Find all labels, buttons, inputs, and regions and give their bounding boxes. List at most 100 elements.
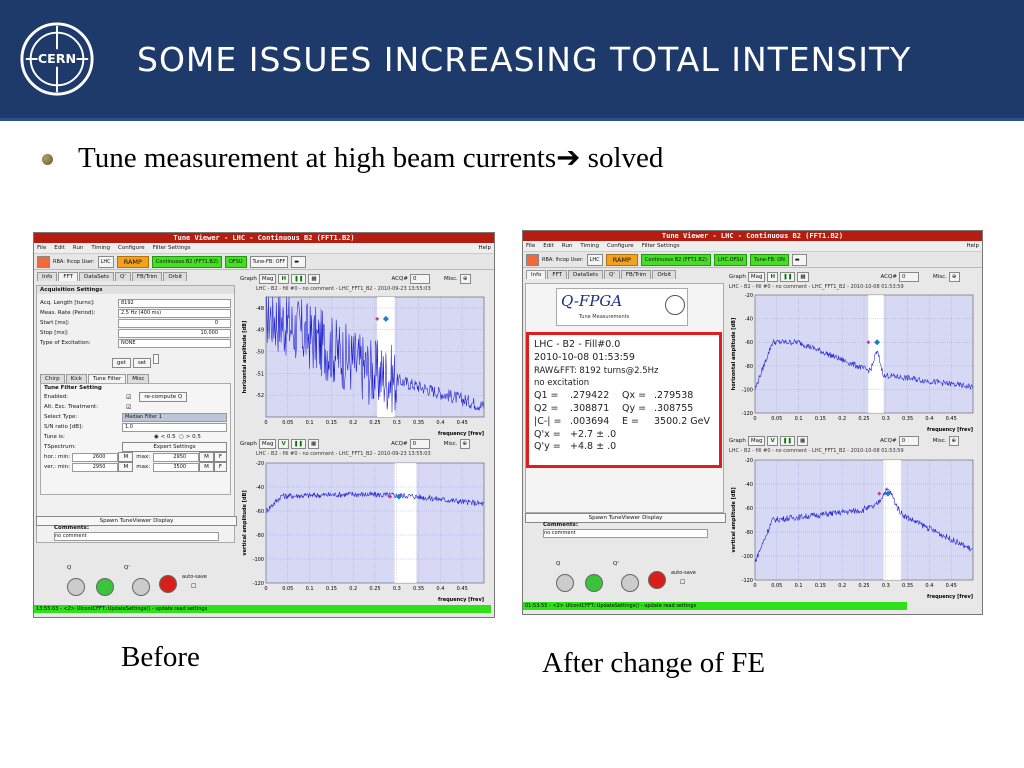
q-prime-skip-icon[interactable] xyxy=(621,574,639,592)
plot1-mag-select[interactable]: Mag xyxy=(258,274,277,284)
spawn-display-button[interactable]: Spawn TuneViewer Display xyxy=(525,513,726,523)
plot1-mag-select[interactable]: Mag xyxy=(747,272,766,282)
tab-fft[interactable]: FFT xyxy=(58,272,79,281)
menu-configure[interactable]: Configure xyxy=(607,243,634,249)
comments-field[interactable]: no comment xyxy=(54,532,219,541)
q-prime-skip-icon[interactable] xyxy=(132,578,150,596)
expert-settings-button[interactable]: Expert Settings xyxy=(122,442,227,452)
menu-file[interactable]: File xyxy=(526,243,536,249)
stop-field[interactable]: 10,000 xyxy=(118,328,231,338)
ver-f-button[interactable]: F xyxy=(213,462,227,472)
plot2-mag-select[interactable]: Mag xyxy=(258,439,277,449)
recompute-q-button[interactable]: re-compute Q xyxy=(139,392,188,402)
ver-max-field[interactable]: 3500 xyxy=(153,462,200,472)
tab-datasets[interactable]: DataSets xyxy=(568,270,604,279)
lhc-select[interactable]: LHC xyxy=(97,255,114,268)
get-button[interactable]: get xyxy=(111,358,131,368)
plot1-zoom-icon[interactable]: ⊕ xyxy=(948,272,960,282)
plot2-v-button[interactable]: V xyxy=(767,436,778,446)
hor-min-field[interactable]: 2600 xyxy=(72,452,119,462)
plot2-zoom-icon[interactable]: ⊕ xyxy=(459,439,471,449)
menu-filter-settings[interactable]: Filter Settings xyxy=(152,245,191,251)
tune-lt-radio[interactable]: ◉ < 0.5 xyxy=(154,434,176,440)
auto-checkbox[interactable] xyxy=(153,354,160,364)
menu-edit[interactable]: Edit xyxy=(543,243,554,249)
set-button[interactable]: set xyxy=(132,358,152,368)
stop-record-icon[interactable] xyxy=(159,575,177,593)
printer-icon[interactable]: ▬ xyxy=(291,255,307,268)
tab-fb-trim[interactable]: FB/Trim xyxy=(620,270,652,279)
plot1-h-button[interactable]: H xyxy=(767,272,779,282)
spawn-display-button[interactable]: Spawn TuneViewer Display xyxy=(36,516,237,526)
sn-ratio-field[interactable]: 1.0 xyxy=(122,422,227,432)
tune-gt-radio[interactable]: ○ > 0.5 xyxy=(179,434,201,440)
tab-fb-trim[interactable]: FB/Trim xyxy=(131,272,163,281)
menu-help[interactable]: Help xyxy=(966,243,979,249)
menu-timing[interactable]: Timing xyxy=(580,243,600,249)
menu-filter-settings[interactable]: Filter Settings xyxy=(641,243,680,249)
acq-length-select[interactable]: 8192 xyxy=(118,298,231,308)
select-type-dropdown[interactable]: Median Filter 1 xyxy=(122,412,227,422)
plot2-pause-icon[interactable]: ❚❚ xyxy=(779,436,795,446)
menu-file[interactable]: File xyxy=(37,245,47,251)
tab-info[interactable]: Info xyxy=(526,270,547,279)
meas-rate-select[interactable]: 2.5 Hz (400 ms) xyxy=(118,308,231,318)
menu-help[interactable]: Help xyxy=(478,245,491,251)
plot1-pause-icon[interactable]: ❚❚ xyxy=(780,272,796,282)
rbac-icon[interactable] xyxy=(37,255,50,268)
hor-min-m-button[interactable]: M xyxy=(118,452,134,462)
tab-orbit[interactable]: Orbit xyxy=(652,270,677,279)
plot2-acq-field[interactable]: 0 xyxy=(898,436,919,446)
plot1-table-icon[interactable]: ▦ xyxy=(308,274,320,284)
menu-run[interactable]: Run xyxy=(72,245,84,251)
plot2-table-icon[interactable]: ▦ xyxy=(307,439,320,449)
plot2-acq-field[interactable]: 0 xyxy=(409,439,430,449)
ver-min-field[interactable]: 2950 xyxy=(72,462,119,472)
autosave-checkbox[interactable]: ☐ xyxy=(191,583,197,590)
menu-run[interactable]: Run xyxy=(561,243,573,249)
plot2-pause-icon[interactable]: ❚❚ xyxy=(290,439,306,449)
hor-max-field[interactable]: 2950 xyxy=(153,452,200,462)
plot1-zoom-icon[interactable]: ⊕ xyxy=(459,274,471,284)
alt-exc-checkbox[interactable]: ☑ xyxy=(126,403,132,411)
tab-q-prime[interactable]: Q' xyxy=(115,272,131,281)
q-play-icon[interactable] xyxy=(585,574,603,592)
printer-icon[interactable]: ▬ xyxy=(791,253,807,266)
plot1-acq-field[interactable]: 0 xyxy=(409,274,430,284)
start-field[interactable]: 0 xyxy=(118,318,231,328)
ver-min-m-button[interactable]: M xyxy=(118,462,134,472)
plot2-v-button[interactable]: V xyxy=(278,439,289,449)
q-skip-icon[interactable] xyxy=(67,578,85,596)
tab-chirp[interactable]: Chirp xyxy=(40,374,65,383)
enabled-checkbox[interactable]: ☑ xyxy=(126,393,132,401)
tab-datasets[interactable]: DataSets xyxy=(79,272,115,281)
autosave-checkbox[interactable]: ☐ xyxy=(680,579,686,586)
stop-record-icon[interactable] xyxy=(648,571,666,589)
tab-misc[interactable]: Misc xyxy=(127,374,150,383)
rbac-icon[interactable] xyxy=(526,253,539,266)
plot1-table-icon[interactable]: ▦ xyxy=(797,272,809,282)
q-skip-icon[interactable] xyxy=(556,574,574,592)
menu-timing[interactable]: Timing xyxy=(91,245,111,251)
hor-max-m-button[interactable]: M xyxy=(199,452,214,462)
tab-orbit[interactable]: Orbit xyxy=(163,272,188,281)
tab-kick[interactable]: Kick xyxy=(65,374,87,383)
plot2-zoom-icon[interactable]: ⊕ xyxy=(948,436,960,446)
ver-max-m-button[interactable]: M xyxy=(199,462,214,472)
plot1-pause-icon[interactable]: ❚❚ xyxy=(291,274,307,284)
lhc-select[interactable]: LHC xyxy=(586,253,603,266)
menu-configure[interactable]: Configure xyxy=(118,245,145,251)
plot1-h-button[interactable]: H xyxy=(278,274,290,284)
excitation-select[interactable]: NONE xyxy=(118,338,231,348)
tab-q-prime[interactable]: Q' xyxy=(604,270,620,279)
q-play-icon[interactable] xyxy=(96,578,114,596)
tab-tune-filter[interactable]: Tune Filter xyxy=(87,374,127,383)
hor-f-button[interactable]: F xyxy=(213,452,227,462)
tab-info[interactable]: Info xyxy=(37,272,58,281)
tab-fft[interactable]: FFT xyxy=(547,270,568,279)
plot2-table-icon[interactable]: ▦ xyxy=(796,436,809,446)
menu-edit[interactable]: Edit xyxy=(54,245,65,251)
plot1-acq-field[interactable]: 0 xyxy=(898,272,919,282)
plot2-mag-select[interactable]: Mag xyxy=(747,436,766,446)
comments-field[interactable]: no comment xyxy=(543,529,708,538)
